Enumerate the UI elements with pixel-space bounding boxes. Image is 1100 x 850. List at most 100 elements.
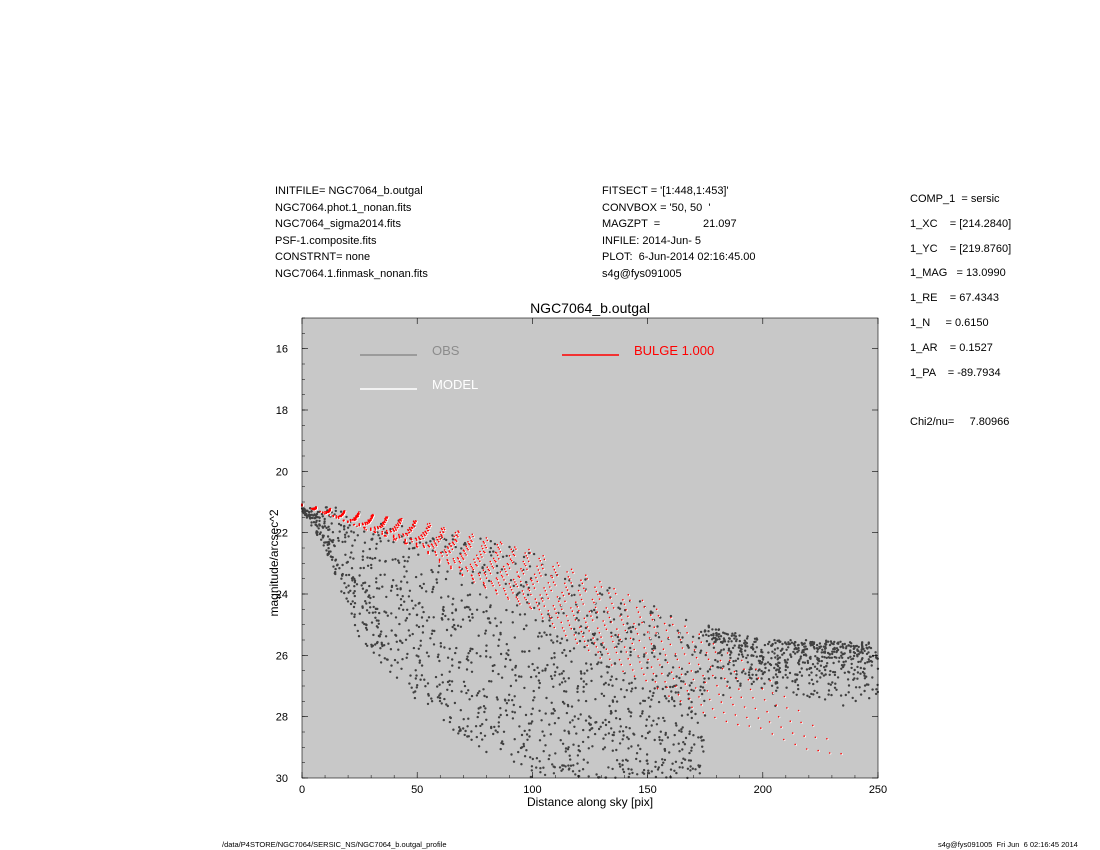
obs-point — [577, 632, 580, 635]
obs-point — [514, 562, 517, 565]
obs-point — [726, 680, 729, 683]
bulge-point — [686, 632, 688, 634]
obs-point — [718, 633, 721, 636]
obs-point — [776, 658, 779, 661]
obs-point — [390, 629, 393, 632]
obs-point — [670, 690, 673, 693]
obs-point — [602, 683, 606, 686]
obs-point — [408, 542, 411, 545]
obs-point — [631, 687, 634, 690]
obs-point — [399, 603, 403, 607]
x-tick-label: 50 — [411, 784, 423, 796]
obs-point — [537, 602, 541, 605]
obs-point — [509, 658, 512, 662]
bulge-point — [579, 626, 581, 629]
bulge-point — [817, 749, 819, 752]
bulge-point — [425, 532, 428, 535]
bulge-point — [428, 545, 431, 548]
bulge-point — [352, 519, 354, 521]
obs-point — [716, 638, 719, 641]
bulge-point — [372, 515, 374, 517]
obs-point — [447, 618, 450, 621]
bulge-point — [440, 527, 443, 530]
obs-point — [619, 602, 623, 605]
obs-point — [448, 647, 451, 650]
bulge-point — [332, 514, 334, 517]
obs-point — [784, 665, 788, 668]
bulge-point — [566, 571, 568, 573]
bulge-point — [476, 564, 478, 567]
obs-point — [688, 732, 691, 736]
y-tick-label: 30 — [276, 773, 288, 785]
bulge-point — [367, 519, 370, 521]
bulge-point — [660, 640, 663, 643]
obs-point — [781, 642, 784, 646]
obs-point — [771, 650, 774, 653]
obs-point — [576, 690, 579, 694]
bulge-point — [324, 513, 326, 515]
obs-point — [840, 667, 843, 670]
bulge-point — [457, 530, 459, 532]
obs-point — [768, 640, 771, 644]
obs-point — [431, 588, 435, 591]
y-tick-label: 22 — [276, 528, 288, 540]
obs-point — [714, 636, 717, 640]
bulge-point — [840, 752, 842, 755]
obs-point — [615, 677, 618, 681]
bulge-point — [712, 674, 714, 677]
bulge-point — [400, 520, 403, 522]
bulge-point — [748, 725, 751, 727]
bulge-point — [690, 670, 693, 672]
obs-point — [543, 631, 546, 634]
obs-point — [669, 768, 673, 771]
obs-point — [478, 690, 481, 693]
obs-point — [476, 692, 480, 695]
obs-point — [853, 668, 856, 672]
bulge-point — [617, 634, 620, 636]
bulge-point — [592, 637, 594, 639]
obs-point — [854, 699, 857, 703]
bulge-point — [455, 540, 458, 542]
obs-point — [545, 633, 548, 637]
obs-point — [418, 661, 421, 664]
obs-point — [832, 661, 835, 665]
obs-point — [657, 700, 661, 704]
bulge-point — [453, 543, 456, 546]
bulge-point — [356, 515, 359, 517]
bulge-point — [510, 548, 513, 551]
obs-point — [674, 691, 677, 694]
obs-point — [635, 757, 638, 761]
obs-point — [564, 750, 567, 753]
obs-point — [824, 668, 827, 672]
obs-point — [403, 565, 406, 568]
bulge-point — [670, 616, 672, 619]
obs-point — [529, 756, 532, 759]
obs-point — [529, 722, 533, 725]
bulge-point — [598, 632, 601, 634]
obs-point — [816, 656, 819, 660]
bulge-point — [629, 663, 631, 666]
bulge-point — [624, 629, 627, 632]
bulge-point — [528, 589, 531, 592]
bulge-point — [526, 557, 529, 559]
obs-point — [375, 542, 378, 546]
obs-point — [751, 673, 754, 676]
obs-point — [383, 610, 386, 613]
bulge-point — [473, 581, 475, 583]
obs-point — [585, 662, 588, 665]
obs-point — [856, 671, 860, 674]
obs-point — [560, 637, 564, 640]
obs-point — [869, 655, 872, 659]
obs-point — [621, 759, 624, 762]
bulge-point — [469, 563, 472, 566]
obs-point — [829, 669, 832, 673]
obs-point — [755, 677, 758, 681]
bulge-point — [474, 561, 476, 564]
obs-point — [334, 506, 337, 509]
obs-point — [619, 688, 623, 691]
obs-point — [587, 775, 590, 778]
obs-point — [571, 719, 574, 722]
bulge-point — [763, 699, 766, 701]
bulge-point — [605, 648, 608, 650]
obs-point — [637, 623, 641, 626]
